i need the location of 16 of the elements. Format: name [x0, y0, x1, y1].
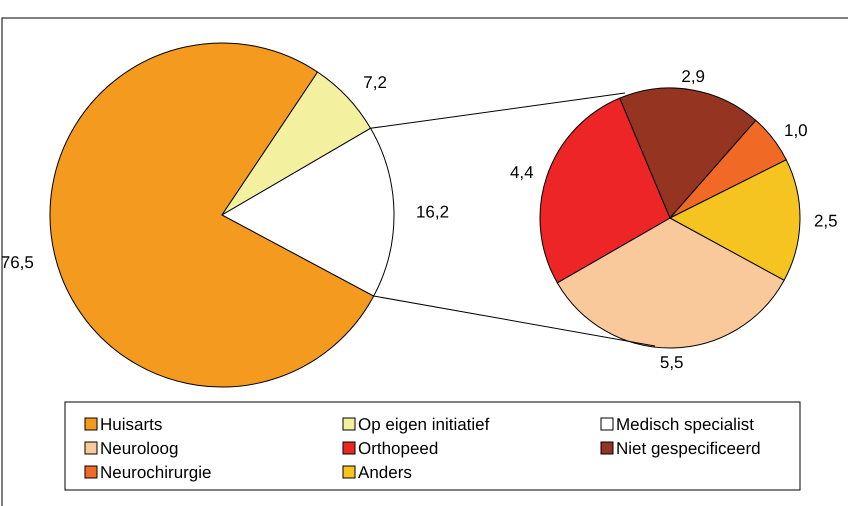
data-label: 5,5 [660, 352, 684, 372]
data-label: 2,5 [814, 211, 838, 230]
data-label: 4,4 [510, 162, 534, 182]
data-label: 76,5 [0, 253, 34, 272]
legend-label: Medisch specialist [616, 414, 754, 434]
legend-label: Neurochirurgie [100, 462, 212, 482]
legend-label: Niet gespecificeerd [616, 438, 761, 458]
legend-label: Neuroloog [100, 438, 178, 458]
data-label: 7,2 [363, 73, 387, 92]
legend-label: Anders [358, 462, 412, 482]
legend-label: Orthopeed [358, 438, 438, 458]
data-label: 2,9 [681, 66, 706, 86]
data-label: 1,0 [784, 120, 808, 140]
data-label: 16,2 [416, 202, 450, 222]
legend-label: Op eigen initiatief [358, 414, 490, 434]
legend-label: Huisarts [100, 414, 162, 434]
